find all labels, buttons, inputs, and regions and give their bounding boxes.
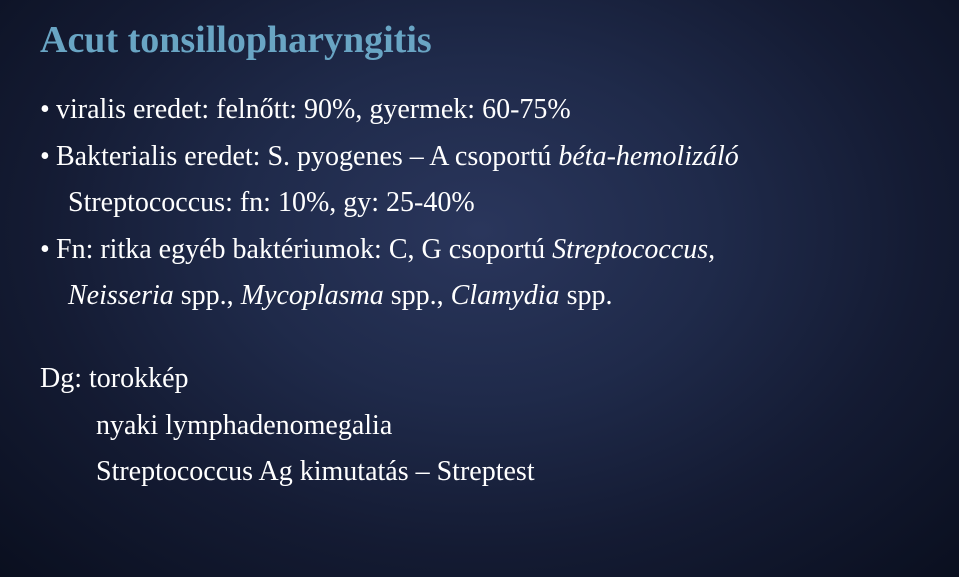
text-mycoplasma: Mycoplasma [241,280,384,311]
bullet-icon: • [40,230,56,271]
text-spp2: spp., [384,280,451,311]
bullet-icon: • [40,90,56,131]
line-other-bacteria: •Fn: ritka egyéb baktériumok: C, G csopo… [40,230,919,271]
text-lymphadenomegalia: nyaki lymphadenomegalia [96,410,392,441]
text-dg: Dg: torokkép [40,363,189,394]
line-bacterial-origin: •Bakterialis eredet: S. pyogenes – A cso… [40,137,919,178]
line-dg: Dg: torokkép [40,359,919,400]
text-clamydia: Clamydia [451,280,560,311]
text-bacterial-prefix: Bakterialis eredet: S. pyogenes – A csop… [56,141,551,172]
slide-container: Acut tonsillopharyngitis •viralis eredet… [0,0,959,577]
bullet-icon: • [40,137,56,178]
text-spp1: spp., [174,280,241,311]
text-streptest: Streptococcus Ag kimutatás – Streptest [96,456,535,487]
line-streptococcus-freq: Streptococcus: fn: 10%, gy: 25-40% [40,183,919,224]
vertical-gap [40,323,919,359]
text-neisseria: Neisseria [68,280,174,311]
text-streptococcus-freq: Streptococcus: fn: 10%, gy: 25-40% [68,187,475,218]
slide-title: Acut tonsillopharyngitis [40,18,919,62]
text-other-bacteria-prefix: Fn: ritka egyéb baktériumok: C, G csopor… [56,234,552,265]
text-spp3: spp. [560,280,613,311]
text-viral-origin: viralis eredet: felnőtt: 90%, gyermek: 6… [56,94,571,125]
text-beta-hemolytic: béta-hemolizáló [551,141,738,172]
line-viral-origin: •viralis eredet: felnőtt: 90%, gyermek: … [40,90,919,131]
line-species-list: Neisseria spp., Mycoplasma spp., Clamydi… [40,276,919,317]
line-dg-sub1: nyaki lymphadenomegalia [40,406,919,447]
text-streptococcus-italic: Streptococcus, [552,234,715,265]
line-dg-sub2: Streptococcus Ag kimutatás – Streptest [40,452,919,493]
